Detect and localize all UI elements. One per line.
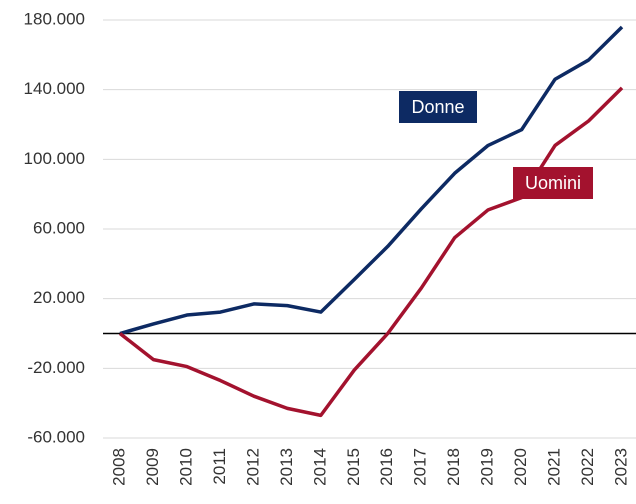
x-tick-label: 2016 — [377, 448, 396, 486]
x-tick-label: 2012 — [243, 448, 262, 486]
y-tick-label: 140.000 — [24, 79, 85, 98]
x-tick-label: 2021 — [545, 448, 564, 486]
y-tick-label: 20.000 — [33, 288, 85, 307]
x-tick-label: 2015 — [344, 448, 363, 486]
x-tick-label: 2014 — [310, 448, 329, 486]
x-tick-label: 2018 — [444, 448, 463, 486]
x-tick-label: 2011 — [210, 448, 229, 485]
y-tick-label: 100.000 — [24, 149, 85, 168]
x-tick-label: 2010 — [176, 448, 195, 486]
x-tick-label: 2019 — [478, 448, 497, 486]
x-tick-label: 2013 — [277, 448, 296, 486]
series-label: Donne — [399, 91, 477, 123]
series-label: Uomini — [513, 167, 593, 199]
x-tick-label: 2023 — [611, 448, 630, 486]
series-label-box — [399, 91, 477, 123]
series-label-text: Donne — [411, 97, 464, 117]
x-tick-label: 2008 — [109, 448, 128, 486]
y-tick-label: -20.000 — [27, 358, 85, 377]
series-line — [118, 86, 624, 418]
x-tick-label: 2020 — [511, 448, 530, 486]
y-tick-label: -60.000 — [27, 427, 85, 446]
x-tick-label: 2017 — [411, 448, 430, 486]
series-label-box — [513, 167, 593, 199]
y-tick-label: 60.000 — [33, 218, 85, 237]
series-line — [119, 25, 624, 336]
y-tick-label: 180.000 — [24, 9, 85, 28]
x-tick-label: 2009 — [143, 448, 162, 486]
series-label-text: Uomini — [525, 173, 581, 193]
x-tick-label: 2022 — [578, 448, 597, 486]
